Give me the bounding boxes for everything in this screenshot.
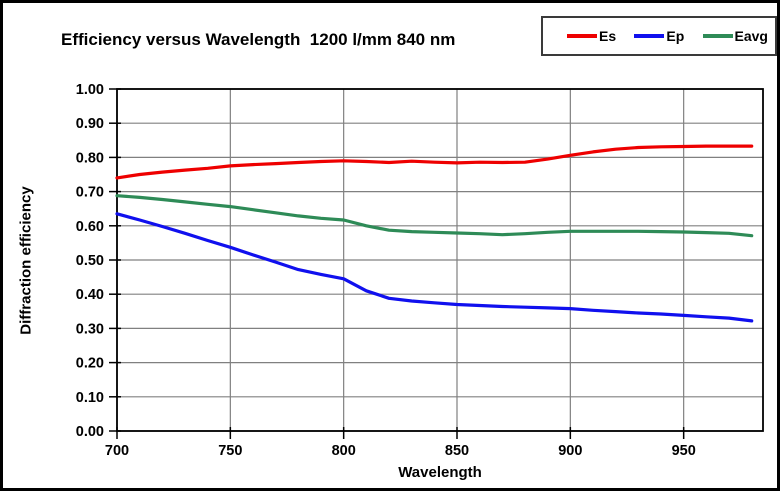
legend-label-ep: Ep <box>666 28 685 44</box>
y-tick-label: 0.30 <box>76 321 104 337</box>
legend[interactable]: Es Ep Eavg <box>541 16 777 56</box>
x-tick-label: 950 <box>672 443 696 459</box>
x-tick-label: 700 <box>105 443 129 459</box>
legend-item-es[interactable]: Es <box>567 28 616 44</box>
y-tick-label: 0.60 <box>76 219 104 235</box>
ep-line-swatch <box>634 34 665 38</box>
y-tick-label: 0.10 <box>76 390 104 406</box>
y-tick-label: 0.90 <box>76 116 104 132</box>
x-axis-title: Wavelength <box>398 464 482 481</box>
y-tick-label: 0.70 <box>76 185 104 201</box>
legend-label-eavg: Eavg <box>734 28 768 44</box>
y-tick-label: 1.00 <box>76 82 104 98</box>
series-line-es <box>115 144 754 180</box>
es-line-swatch <box>567 34 597 38</box>
y-tick-label: 0.20 <box>76 356 104 372</box>
y-tick-label: 0.80 <box>76 150 104 166</box>
x-tick-label: 800 <box>332 443 356 459</box>
y-tick-label: 0.40 <box>76 287 104 303</box>
x-tick-label: 750 <box>218 443 242 459</box>
eavg-line-swatch <box>702 34 733 38</box>
chart-title: Efficiency versus Wavelength 1200 l/mm 8… <box>61 30 456 49</box>
legend-item-eavg[interactable]: Eavg <box>702 28 768 44</box>
y-tick-label: 0.50 <box>76 253 104 269</box>
legend-item-ep[interactable]: Ep <box>634 28 684 44</box>
y-tick-label: 0.00 <box>76 424 104 440</box>
x-tick-label: 900 <box>558 443 582 459</box>
legend-label-es: Es <box>599 28 617 44</box>
series-line-eavg <box>115 194 754 238</box>
y-axis-title: Diffraction efficiency <box>17 186 35 335</box>
series-line-ep <box>115 212 754 323</box>
x-tick-label: 850 <box>445 443 469 459</box>
plot-area: 700 750 800 850 900 950 0.00 0.10 0.20 0.30 0.40 0.… <box>76 82 764 459</box>
